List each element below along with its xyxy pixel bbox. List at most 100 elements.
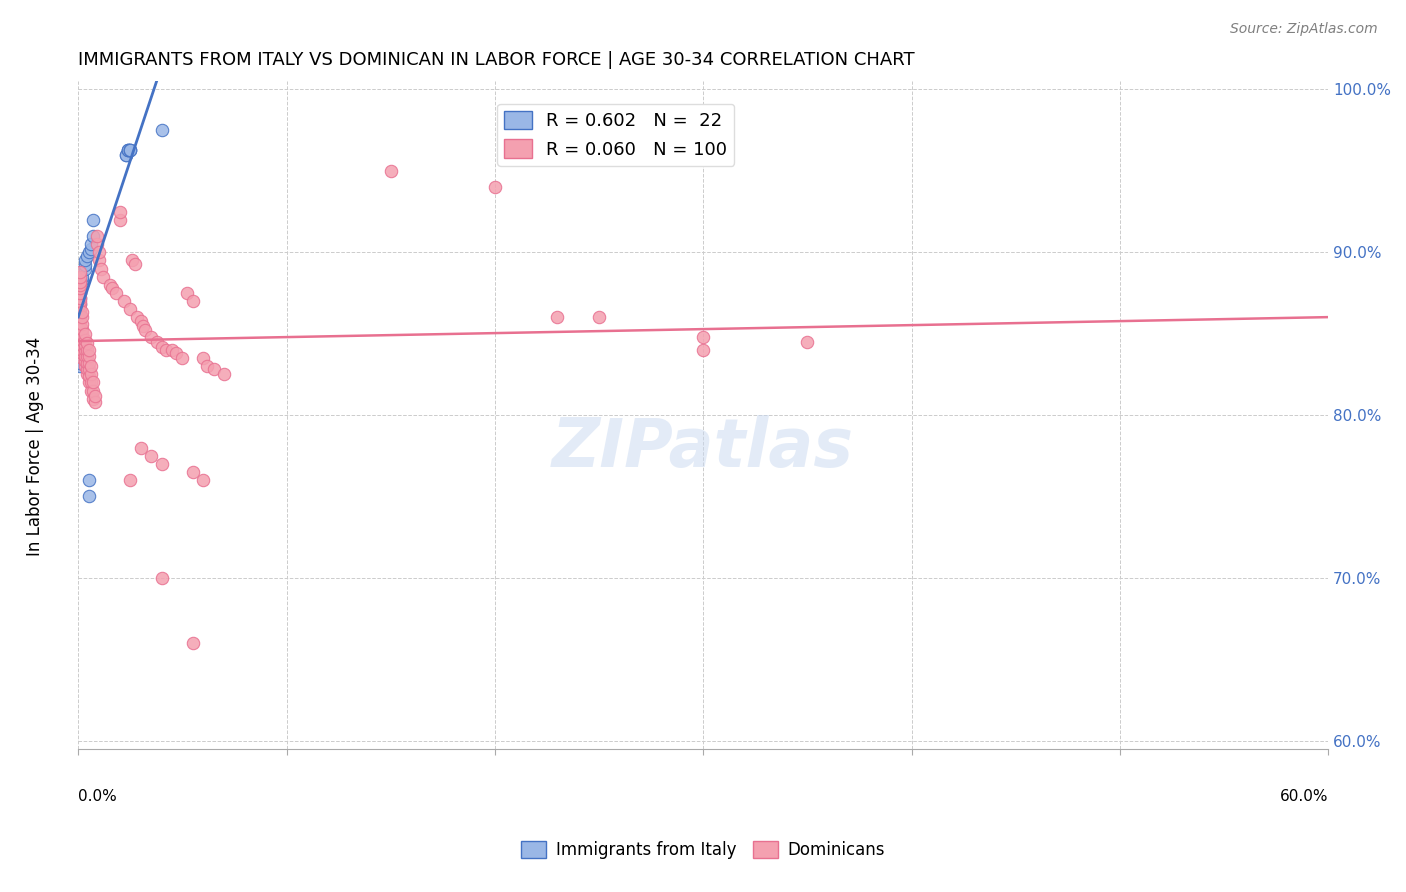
Point: [73, 354, 96, 368]
Point: [82, 376, 104, 390]
Point: [112, 294, 135, 309]
Point: [129, 313, 152, 327]
Point: [72, 326, 94, 341]
Point: [69, 285, 91, 300]
Legend: R = 0.602   N =  22, R = 0.060   N = 100: R = 0.602 N = 22, R = 0.060 N = 100: [498, 103, 734, 166]
Point: [134, 323, 156, 337]
Text: 60.0%: 60.0%: [1279, 789, 1329, 805]
Point: [172, 351, 194, 365]
Point: [115, 147, 138, 161]
Point: [120, 473, 142, 487]
Point: [69, 318, 91, 333]
Point: [77, 356, 100, 370]
Point: [69, 302, 91, 317]
Point: [546, 310, 568, 325]
Legend: Immigrants from Italy, Dominicans: Immigrants from Italy, Dominicans: [515, 834, 891, 866]
Point: [69, 359, 91, 374]
Point: [77, 473, 100, 487]
Point: [69, 310, 91, 325]
Point: [155, 343, 177, 357]
Point: [72, 317, 94, 331]
Point: [588, 310, 610, 325]
Point: [84, 395, 107, 409]
Point: [69, 313, 91, 327]
Point: [73, 343, 96, 357]
Point: [77, 362, 100, 376]
Point: [72, 322, 94, 336]
Point: [77, 490, 100, 504]
Point: [72, 310, 94, 325]
Point: [69, 275, 91, 289]
Point: [69, 285, 91, 300]
Text: 0.0%: 0.0%: [79, 789, 117, 805]
Point: [76, 362, 98, 376]
Point: [82, 384, 104, 398]
Point: [69, 356, 91, 370]
Point: [86, 229, 108, 244]
Point: [69, 334, 91, 349]
Point: [69, 297, 91, 311]
Point: [132, 318, 155, 333]
Point: [380, 164, 402, 178]
Point: [82, 392, 104, 406]
Point: [69, 277, 91, 292]
Point: [69, 279, 91, 293]
Point: [193, 351, 215, 365]
Point: [129, 441, 152, 455]
Point: [117, 143, 139, 157]
Point: [692, 343, 714, 357]
Point: [80, 384, 103, 398]
Text: Source: ZipAtlas.com: Source: ZipAtlas.com: [1230, 22, 1378, 37]
Point: [69, 307, 91, 321]
Point: [80, 376, 103, 390]
Point: [69, 294, 91, 309]
Point: [69, 291, 91, 305]
Point: [146, 334, 169, 349]
Point: [120, 143, 142, 157]
Point: [77, 376, 100, 390]
Point: [69, 330, 91, 344]
Point: [69, 265, 91, 279]
Point: [197, 359, 219, 374]
Point: [69, 281, 91, 295]
Point: [181, 636, 204, 650]
Point: [72, 338, 94, 352]
Point: [121, 253, 143, 268]
Point: [100, 281, 122, 295]
Point: [80, 237, 103, 252]
Point: [124, 257, 146, 271]
Point: [72, 305, 94, 319]
Point: [176, 285, 198, 300]
Point: [73, 326, 96, 341]
Point: [115, 147, 138, 161]
Point: [91, 269, 114, 284]
Point: [181, 465, 204, 479]
Point: [796, 334, 818, 349]
Point: [73, 338, 96, 352]
Point: [80, 359, 103, 374]
Point: [77, 343, 100, 357]
Point: [76, 248, 98, 262]
Point: [77, 350, 100, 364]
Point: [117, 143, 139, 157]
Point: [80, 368, 103, 382]
Point: [90, 261, 112, 276]
Point: [69, 343, 91, 357]
Point: [87, 253, 110, 268]
Point: [165, 346, 187, 360]
Point: [72, 333, 94, 347]
Point: [108, 204, 131, 219]
Point: [69, 323, 91, 337]
Point: [150, 457, 173, 471]
Point: [72, 351, 94, 365]
Point: [76, 336, 98, 351]
Point: [76, 350, 98, 364]
Point: [120, 302, 142, 317]
Point: [77, 369, 100, 384]
Point: [72, 277, 94, 292]
Point: [73, 359, 96, 374]
Text: IMMIGRANTS FROM ITALY VS DOMINICAN IN LABOR FORCE | AGE 30-34 CORRELATION CHART: IMMIGRANTS FROM ITALY VS DOMINICAN IN LA…: [79, 51, 915, 69]
Point: [120, 143, 142, 157]
Point: [82, 229, 104, 244]
Point: [69, 307, 91, 321]
